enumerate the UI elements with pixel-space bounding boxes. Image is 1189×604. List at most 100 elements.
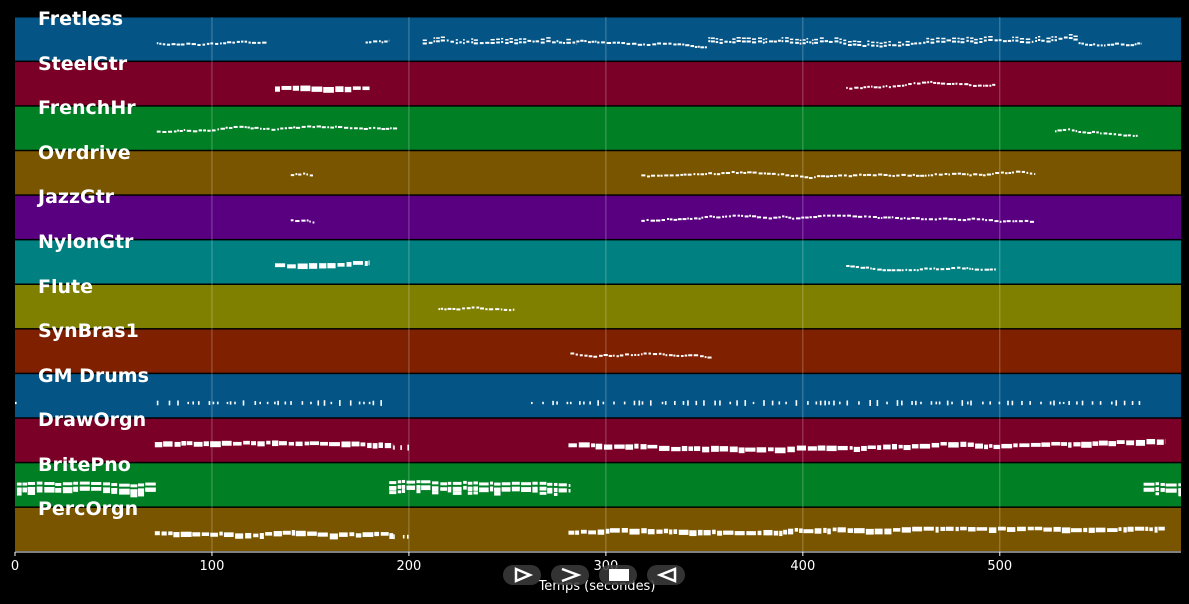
note [652, 353, 658, 356]
note [774, 447, 786, 454]
note [662, 42, 667, 45]
note [1088, 527, 1095, 533]
note [310, 401, 312, 405]
note [924, 267, 928, 270]
note [354, 127, 358, 130]
note [621, 42, 626, 45]
note [668, 42, 672, 45]
note [606, 42, 612, 45]
note [741, 40, 746, 43]
note [192, 532, 201, 537]
note [888, 41, 891, 43]
note [961, 400, 964, 406]
note [966, 39, 969, 42]
note [495, 308, 500, 311]
note [689, 217, 693, 220]
note [920, 401, 922, 405]
note [946, 39, 951, 42]
note [580, 39, 584, 42]
note [156, 130, 161, 133]
note [368, 127, 372, 130]
note [490, 486, 494, 490]
note [186, 42, 191, 45]
note [626, 42, 631, 45]
track-label: GM Drums [38, 364, 149, 387]
note [944, 173, 948, 176]
track-label: Ovrdrive [38, 141, 131, 164]
note [634, 353, 637, 356]
note [547, 482, 553, 486]
note [181, 441, 186, 446]
note [981, 218, 985, 221]
note [743, 171, 747, 174]
note [380, 400, 382, 406]
note [662, 353, 665, 356]
note [168, 400, 171, 406]
note [568, 483, 571, 487]
note [693, 173, 696, 176]
note [186, 129, 192, 132]
note [891, 443, 897, 450]
note [197, 43, 201, 46]
note [568, 443, 577, 448]
note [1051, 39, 1054, 42]
note [807, 446, 817, 451]
note [905, 40, 910, 43]
note [344, 86, 352, 93]
fast-forward-button[interactable] [551, 565, 589, 585]
note [566, 401, 569, 405]
track-notes [438, 306, 515, 312]
note [789, 41, 794, 44]
note [928, 218, 933, 221]
note [809, 41, 812, 44]
note [979, 40, 983, 43]
note [966, 36, 969, 39]
note [1111, 401, 1113, 405]
note [584, 354, 588, 357]
note [401, 484, 406, 488]
note [842, 214, 846, 217]
note [591, 443, 595, 448]
note [857, 40, 862, 43]
note [373, 126, 376, 129]
note [463, 39, 465, 41]
note [848, 175, 853, 178]
note [210, 532, 218, 537]
note [613, 401, 615, 405]
note [745, 447, 756, 452]
note [960, 38, 965, 40]
note [1024, 219, 1029, 222]
note [1025, 41, 1031, 44]
note [647, 444, 658, 449]
note [833, 400, 835, 406]
note [777, 173, 780, 176]
note [887, 216, 891, 219]
note [579, 401, 581, 405]
note [433, 37, 436, 39]
note [994, 268, 996, 271]
note [781, 40, 784, 43]
note [728, 215, 732, 218]
note [168, 531, 173, 536]
note [945, 526, 954, 531]
note [684, 354, 688, 357]
note [319, 263, 327, 269]
note [757, 40, 763, 43]
note [773, 216, 778, 219]
rewind-button[interactable] [647, 565, 685, 585]
play-button[interactable] [503, 565, 541, 585]
stop-button[interactable] [599, 565, 637, 585]
note [210, 42, 214, 45]
note [689, 530, 697, 537]
track-label: Fretless [38, 8, 124, 30]
note [447, 486, 452, 493]
note [752, 41, 757, 44]
note [257, 441, 265, 447]
note [161, 531, 167, 536]
note [989, 444, 993, 448]
note [284, 401, 287, 405]
note [888, 44, 891, 47]
note [311, 86, 323, 92]
note [1053, 400, 1055, 406]
note [210, 441, 221, 448]
